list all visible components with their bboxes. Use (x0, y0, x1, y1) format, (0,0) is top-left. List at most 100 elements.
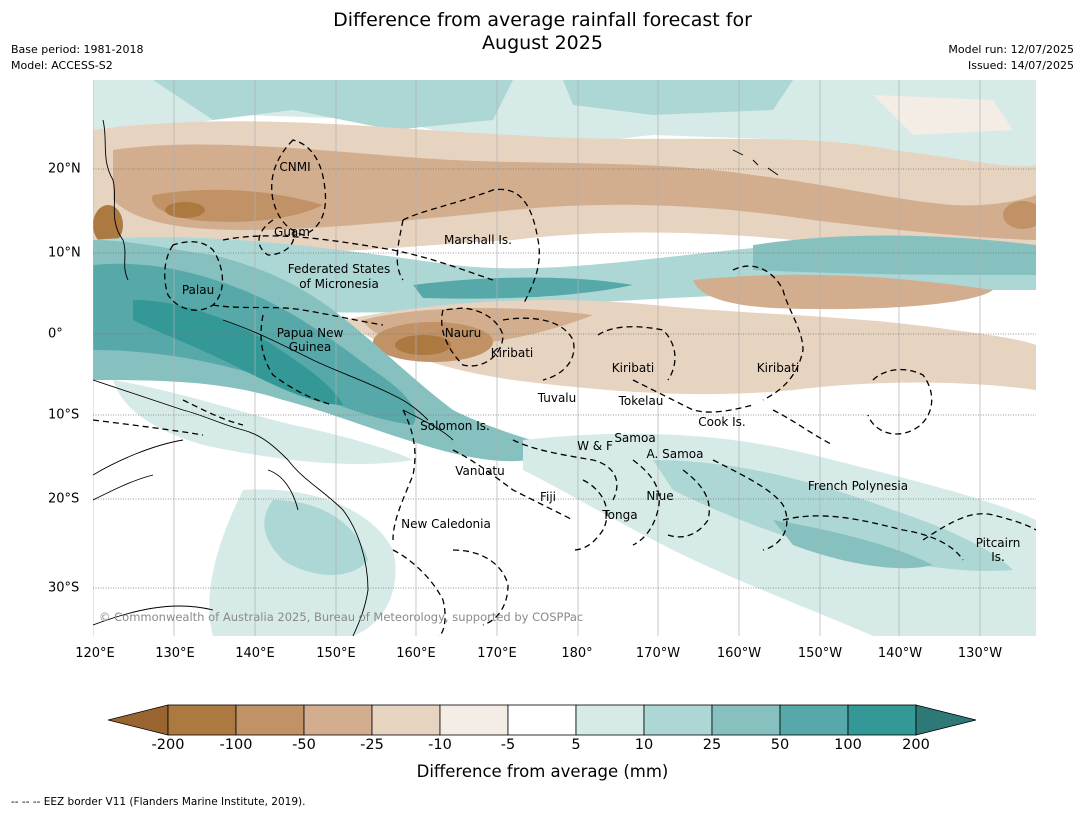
colorbar-segment (507, 704, 577, 736)
contour-band (1003, 201, 1036, 229)
lat-tick-label: 0° (48, 326, 63, 342)
colorbar-tick-label: -50 (292, 737, 316, 753)
colorbar-segment (575, 704, 645, 736)
label-guam: Guam (274, 225, 310, 239)
colorbar-segment (167, 704, 237, 736)
contour-band (693, 274, 993, 310)
forecast-map: CNMI Guam Marshall Is. Federated States … (93, 80, 1036, 636)
colorbar (108, 704, 977, 736)
label-niue: Niue (646, 489, 673, 503)
lon-tick-label: 120°E (75, 646, 115, 661)
colorbar-label: Difference from average (mm) (416, 762, 669, 781)
lat-tick-label: 30°S (48, 580, 80, 596)
eez-footnote: -- -- -- EEZ border V11 (Flanders Marine… (11, 796, 306, 808)
contour-band (523, 433, 1036, 636)
colorbar-segment (439, 704, 509, 736)
lon-tick-label: 130°W (957, 646, 1003, 661)
colorbar-tick-label: -200 (151, 737, 185, 753)
coastlines (93, 119, 779, 636)
lat-tick-label: 10°S (48, 407, 80, 423)
map-canvas: CNMI Guam Marshall Is. Federated States … (93, 80, 1036, 636)
label-wallis-futuna: W & F (577, 439, 613, 453)
model-name: Model: ACCESS-S2 (11, 59, 113, 72)
chart-title-line2: August 2025 (482, 32, 603, 54)
lat-tick-label: 10°N (48, 245, 81, 261)
colorbar-tick-label: 25 (702, 737, 722, 753)
label-fiji: Fiji (540, 490, 556, 504)
eez-borders (93, 139, 1036, 636)
label-kiribati-west: Kiribati (491, 346, 533, 360)
colorbar-tick-label: -25 (360, 737, 384, 753)
label-samoa: Samoa (614, 431, 655, 445)
label-kiribati-east: Kiribati (757, 361, 799, 375)
contour-band (133, 300, 343, 405)
label-palau: Palau (182, 283, 214, 297)
colorbar-segment (847, 704, 917, 736)
contour-band (153, 80, 513, 130)
colorbar-tick-label: 10 (634, 737, 654, 753)
colorbar-tick-label: 100 (834, 737, 862, 753)
colorbar-extend-high (915, 704, 977, 736)
lon-tick-label: 130°E (155, 646, 195, 661)
label-nauru: Nauru (445, 326, 481, 340)
colorbar-tick-label: 50 (770, 737, 790, 753)
label-solomon-islands: Solomon Is. (420, 419, 490, 433)
colorbar-extend-low (108, 704, 169, 736)
contour-band (753, 235, 1036, 275)
contour-band (113, 380, 413, 465)
model-run: Model run: 12/07/2025 (948, 43, 1074, 56)
contour-band (873, 95, 1013, 135)
graticule-parallels (93, 168, 1036, 589)
contour-band (93, 205, 123, 245)
label-png-line1: Papua New (277, 326, 344, 340)
lon-tick-label: 140°W (877, 646, 923, 661)
contour-band (773, 520, 933, 569)
lon-tick-label: 160°E (396, 646, 436, 661)
colorbar-tick-label: -5 (500, 737, 516, 753)
contour-band (395, 335, 451, 355)
lon-tick-label: 180° (561, 646, 593, 661)
label-kiribati-central: Kiribati (612, 361, 654, 375)
label-american-samoa: A. Samoa (647, 447, 704, 461)
graticule (93, 80, 981, 636)
label-pitcairn-line2: Is. (991, 550, 1005, 564)
contour-band (113, 144, 1036, 240)
base-period: Base period: 1981-2018 (11, 43, 144, 56)
label-png-line2: Guinea (289, 340, 332, 354)
label-french-polynesia: French Polynesia (808, 479, 908, 493)
colorbar-segment (371, 704, 441, 736)
lon-tick-label: 170°W (635, 646, 681, 661)
lon-tick-label: 150°W (797, 646, 843, 661)
contour-band (563, 80, 793, 115)
label-cnmi: CNMI (279, 160, 310, 174)
colorbar-tick-label: -10 (428, 737, 452, 753)
label-tokelau: Tokelau (618, 394, 664, 408)
lat-tick-label: 20°S (48, 491, 80, 507)
lon-tick-label: 140°E (235, 646, 275, 661)
contour-band (165, 202, 205, 218)
lon-tick-label: 150°E (316, 646, 356, 661)
contour-band (653, 460, 1013, 571)
label-vanuatu: Vanuatu (455, 464, 505, 478)
colorbar-tick-label: 5 (571, 737, 581, 753)
lon-tick-label: 160°W (716, 646, 762, 661)
lon-tick-label: 170°E (477, 646, 517, 661)
colorbar-segment (235, 704, 305, 736)
issued-date: Issued: 14/07/2025 (967, 59, 1074, 72)
label-pitcairn-line1: Pitcairn (976, 536, 1021, 550)
label-cook-islands: Cook Is. (698, 415, 745, 429)
copyright-notice: © Commonwealth of Australia 2025, Bureau… (99, 610, 583, 624)
label-fsm-line2: of Micronesia (299, 277, 379, 291)
label-fsm-line1: Federated States (288, 262, 390, 276)
chart-title-line1: Difference from average rainfall forecas… (333, 9, 752, 31)
label-tuvalu: Tuvalu (537, 391, 577, 405)
colorbar-segment (303, 704, 373, 736)
colorbar-segment (779, 704, 849, 736)
label-new-caledonia: New Caledonia (401, 517, 491, 531)
colorbar-segment (643, 704, 713, 736)
lat-tick-label: 20°N (48, 161, 81, 177)
label-marshall-islands: Marshall Is. (444, 233, 512, 247)
contour-band (264, 500, 368, 575)
colorbar-tick-label: -100 (219, 737, 253, 753)
label-tonga: Tonga (601, 508, 637, 522)
